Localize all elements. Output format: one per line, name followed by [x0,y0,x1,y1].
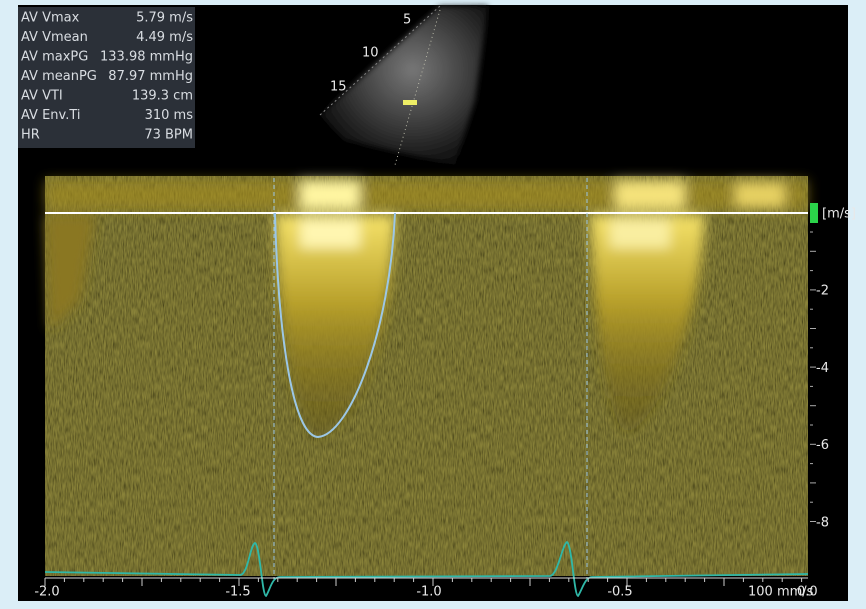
measurement-list: AV Vmax 5.79 m/s AV Vmean 4.49 m/s AV maxPG 1… [21,11,193,143]
depth-label: 10 [362,46,379,61]
time-end-label: 0.0 [797,585,818,600]
measurement-label: AV meanPG [21,69,97,84]
time-tick-label: -2.0 [34,585,59,600]
velocity-tick-label: -2 [816,284,829,299]
measurement-label: AV Vmean [21,30,88,45]
measurement-value: 133.98 mmHg [100,50,193,65]
velocity-axis: -2 -4 -6 -8 [810,231,829,530]
velocity-tick-label: -8 [816,515,829,530]
measurement-label: AV Env.Ti [21,108,81,123]
measurement-value: 4.49 m/s [136,30,193,45]
time-tick-label: -1.5 [225,585,250,600]
measurement-label: AV Vmax [21,11,80,26]
time-axis-ticks: -2.0 -1.5 -1.0 -0.5 [34,578,803,600]
measurement-value: 5.79 m/s [136,11,193,26]
measurement-label: AV VTI [21,89,63,104]
velocity-tick-label: -4 [816,361,829,376]
measurement-value: 310 ms [145,108,194,123]
cursor-line [394,9,441,166]
ecg-trace [44,540,809,598]
baseline-handle [810,203,818,223]
sample-gate [403,100,417,105]
measurement-value: 73 BPM [144,128,193,143]
velocity-unit: [m/s] [822,207,856,222]
time-tick-label: -0.5 [607,585,632,600]
measurement-label: AV maxPG [21,50,88,65]
time-tick-label: -1.0 [416,585,441,600]
measurement-value: 139.3 cm [132,89,193,104]
sweep-speed: 100 mm/s [748,585,814,600]
b-mode-sector [320,6,488,165]
velocity-trace [274,212,396,439]
depth-label: 15 [330,80,347,95]
depth-label: 5 [403,13,411,28]
measurement-label: HR [21,128,40,143]
measurement-value: 87.97 mmHg [108,69,193,84]
measurement-panel [18,7,195,148]
sector-edge [319,5,441,116]
velocity-tick-label: -6 [816,438,829,453]
flow-signal [45,180,808,437]
